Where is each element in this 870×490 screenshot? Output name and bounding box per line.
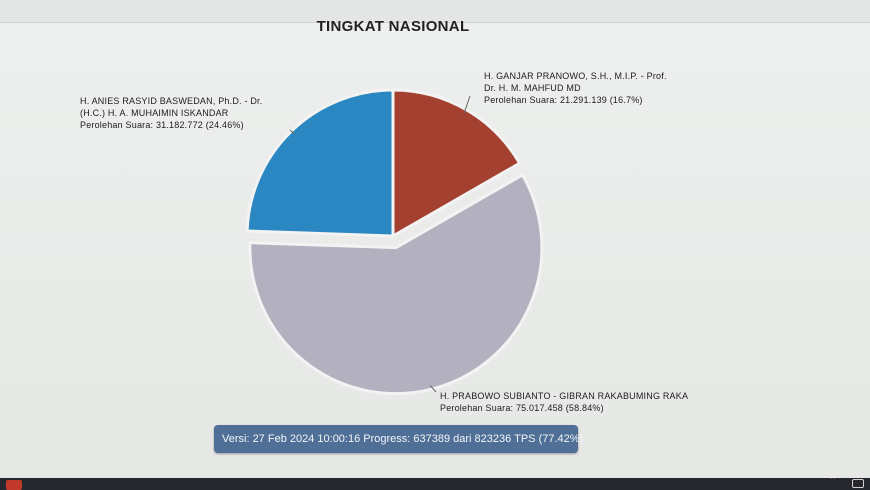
pie-slice-ganjar[interactable] xyxy=(391,88,522,239)
pie-slice-ganjar-leader-line xyxy=(463,95,471,114)
app-icon[interactable] xyxy=(6,480,22,490)
label-anies: H. ANIES RASYID BASWEDAN, Ph.D. - Dr. (H… xyxy=(80,95,262,131)
label-prabowo-name1: H. PRABOWO SUBIANTO - GIBRAN RAKABUMING … xyxy=(440,391,689,401)
label-ganjar-votes: Perolehan Suara: 21.291.139 (16.7%) xyxy=(484,95,643,105)
pie-slice-anies-leader-line xyxy=(289,129,295,135)
label-ganjar: H. GANJAR PRANOWO, S.H., M.I.P. - Prof. … xyxy=(484,70,667,106)
label-anies-name1: H. ANIES RASYID BASWEDAN, Ph.D. - Dr. xyxy=(80,96,263,106)
label-ganjar-name1: H. GANJAR PRANOWO, S.H., M.I.P. - Prof. xyxy=(484,71,667,81)
top-band xyxy=(0,0,870,23)
version-progress-badge: Versi: 27 Feb 2024 10:00:16 Progress: 63… xyxy=(214,425,583,453)
taskbar xyxy=(0,478,870,490)
pie-chart xyxy=(245,88,544,396)
network-icon[interactable] xyxy=(852,479,864,488)
chevron-up-icon[interactable]: ^ xyxy=(830,474,835,485)
chart-screen: TINGKAT NASIONAL H. GANJAR PRANOWO, S.H.… xyxy=(0,0,870,478)
pie-slice-prabowo[interactable] xyxy=(248,172,544,396)
label-prabowo: H. PRABOWO SUBIANTO - GIBRAN RAKABUMING … xyxy=(440,390,688,414)
label-anies-votes: Perolehan Suara: 31.182.772 (24.46%) xyxy=(80,120,244,130)
label-prabowo-votes: Perolehan Suara: 75.017.458 (58.84%) xyxy=(440,403,604,413)
chart-title: TINGKAT NASIONAL xyxy=(316,18,470,35)
pie-slice-anies[interactable] xyxy=(245,88,395,238)
label-anies-name2: (H.C.) H. A. MUHAIMIN ISKANDAR xyxy=(80,108,229,118)
pie-slice-prabowo-leader-line xyxy=(429,385,437,393)
label-ganjar-name2: Dr. H. M. MAHFUD MD xyxy=(484,83,581,93)
